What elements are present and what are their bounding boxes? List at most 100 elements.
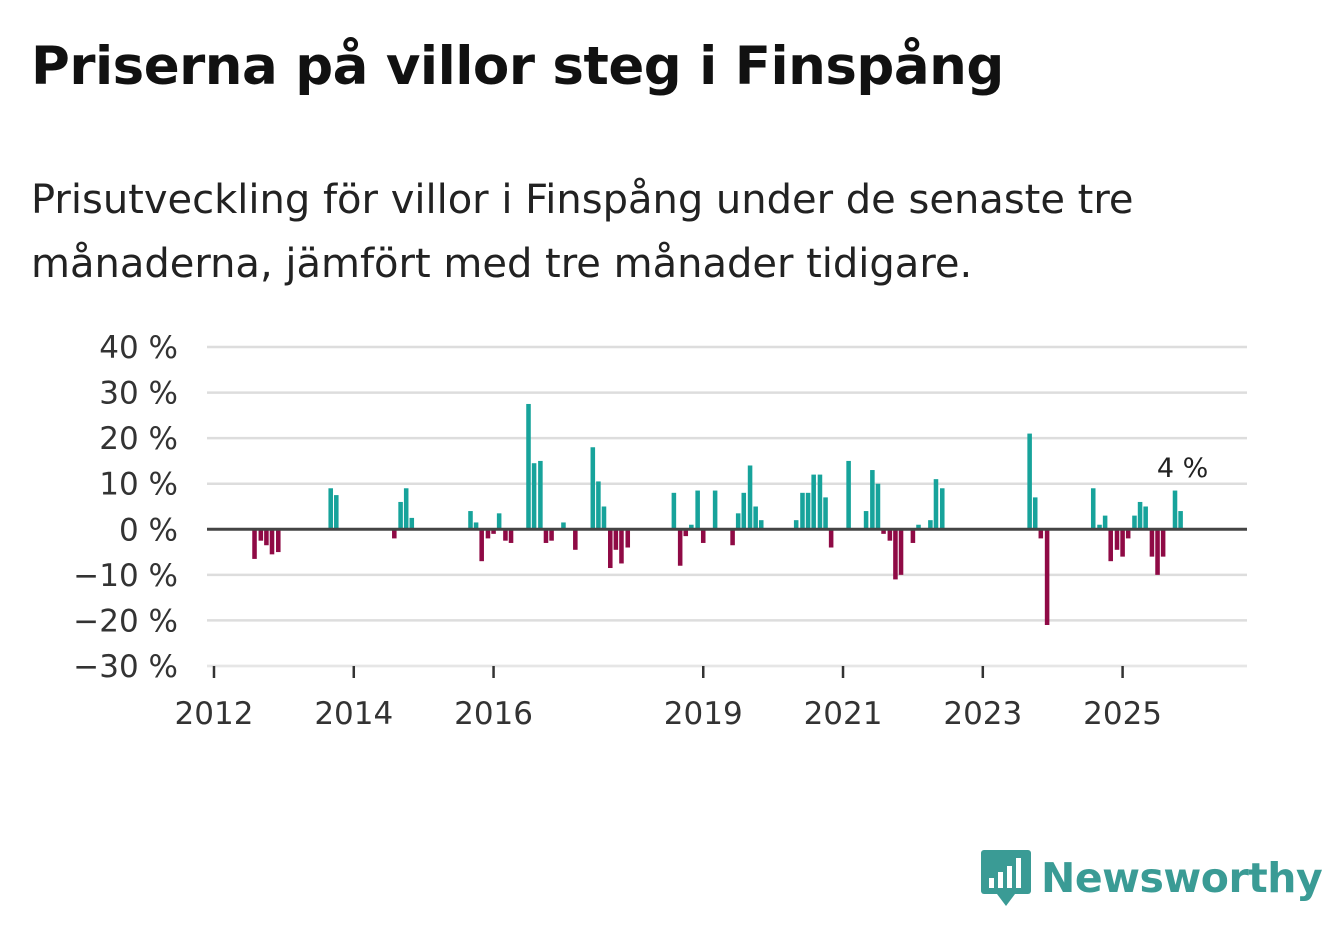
bar (392, 529, 397, 539)
bar (276, 529, 281, 553)
bars (252, 403, 1183, 625)
bar (1125, 529, 1131, 539)
bar (334, 495, 339, 530)
bar (910, 529, 916, 543)
bar (258, 529, 264, 541)
bar (828, 529, 834, 548)
bar (689, 524, 694, 530)
chart-subtitle: Prisutveckling för villor i Finspång und… (31, 177, 1134, 287)
annotation-label: 4 % (1157, 453, 1208, 484)
bar (677, 529, 683, 566)
bar (491, 529, 496, 534)
bar (608, 529, 613, 569)
bar (823, 497, 828, 530)
bar (473, 522, 479, 530)
bar (1132, 515, 1137, 530)
bar (269, 529, 275, 555)
bar (887, 529, 893, 541)
x-tick-label: 2021 (804, 696, 883, 732)
brand-name: Newsworthy (1041, 854, 1322, 902)
bar (1027, 433, 1032, 530)
y-tick-label: 30 % (99, 376, 178, 412)
bar (1032, 497, 1038, 530)
bar (619, 529, 624, 564)
x-tick-label: 2019 (664, 696, 743, 732)
bar (753, 506, 758, 530)
x-tick-label: 2012 (175, 696, 254, 732)
chart-title: Priserna på villor steg i Finspång (31, 36, 1004, 97)
bar (1160, 529, 1166, 557)
bar (1102, 515, 1108, 530)
bar (741, 492, 747, 530)
bar (800, 492, 805, 530)
bar (695, 490, 700, 530)
bar (863, 511, 869, 530)
bar (939, 488, 945, 530)
bar (916, 524, 921, 530)
bar (485, 529, 491, 539)
bar (573, 529, 578, 550)
bar (758, 520, 764, 530)
bar (1120, 529, 1125, 557)
bar (793, 520, 799, 530)
y-tick-label: 0 % (119, 512, 178, 548)
y-tick-label: 20 % (99, 421, 178, 457)
bar-chart-speech-bubble-icon (981, 850, 1031, 906)
bar (468, 511, 473, 530)
bar (1155, 529, 1160, 575)
bar (817, 474, 823, 530)
bar (683, 529, 689, 537)
newsworthy-logo: Newsworthy (981, 848, 1322, 908)
bar (601, 506, 607, 530)
bar (398, 501, 403, 530)
y-tick-label: 40 % (99, 330, 178, 366)
bar (409, 517, 415, 530)
bar (1172, 490, 1178, 530)
bar (747, 465, 753, 530)
bar (526, 403, 531, 530)
bar (590, 447, 596, 530)
x-tick-label: 2014 (314, 696, 393, 732)
bar (1090, 488, 1096, 530)
x-tick-label: 2016 (454, 696, 533, 732)
y-tick-label: 10 % (99, 467, 178, 503)
bar (549, 529, 554, 541)
bar (479, 529, 484, 562)
axes (207, 527, 1247, 678)
bar (264, 529, 269, 546)
y-tick-label: −30 % (73, 649, 178, 685)
bar (613, 529, 619, 550)
bar (870, 470, 875, 530)
bar (928, 520, 933, 530)
bar (898, 529, 904, 575)
bar (252, 529, 257, 559)
bar (811, 474, 816, 530)
bar (625, 529, 631, 548)
axis-labels: −30 % −20 % −10 % 0 % 10 % 20 % 30 % 40 % 2012 20… (73, 330, 1208, 732)
bar (531, 463, 537, 530)
bar (496, 513, 502, 530)
bar (805, 492, 811, 530)
bar-chart: −30 % −20 % −10 % 0 % 10 % 20 % 30 % 40 % 2012 20… (73, 330, 1247, 732)
bar (1114, 529, 1120, 550)
bar (1038, 529, 1044, 539)
bar (846, 460, 851, 530)
bar (671, 492, 677, 530)
y-tick-label: −10 % (73, 558, 178, 594)
y-tick-label: −20 % (73, 603, 178, 639)
bar (503, 529, 508, 541)
bar (328, 488, 333, 530)
bar (1178, 511, 1183, 530)
bar (933, 479, 939, 530)
bar (403, 488, 409, 530)
x-tick-label: 2023 (943, 696, 1022, 732)
bar (730, 529, 735, 546)
bar (1149, 529, 1155, 557)
bar (881, 529, 886, 534)
bar (735, 513, 741, 530)
bar (543, 529, 549, 543)
bar (712, 490, 718, 530)
bar (1137, 501, 1143, 530)
x-tick-label: 2025 (1083, 696, 1162, 732)
bar (508, 529, 514, 543)
